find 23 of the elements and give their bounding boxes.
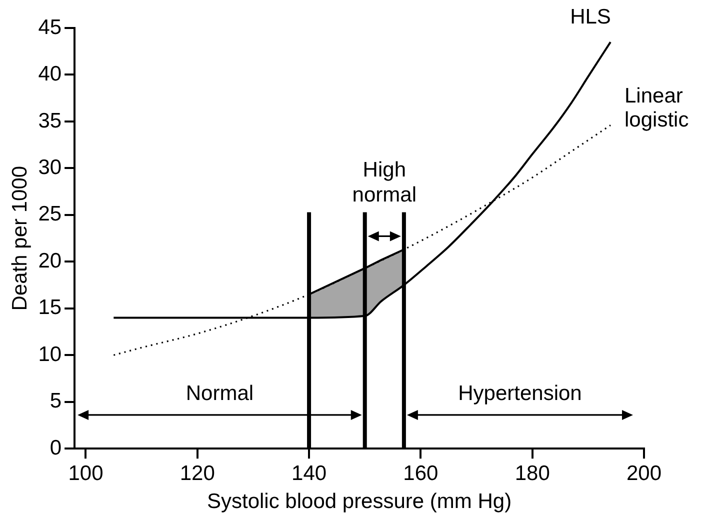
y-axis-title: Death per 1000 xyxy=(8,166,32,311)
y-tick-label: 35 xyxy=(38,109,62,132)
y-tick-label: 25 xyxy=(38,202,62,226)
y-tick-label: 40 xyxy=(38,62,62,86)
series-label: HLS xyxy=(570,5,611,28)
y-tick-label: 10 xyxy=(38,342,62,366)
y-tick-label: 30 xyxy=(38,156,62,179)
x-tick-label: 120 xyxy=(180,462,215,485)
y-tick-label: 0 xyxy=(50,436,62,460)
x-tick-label: 100 xyxy=(68,462,104,485)
y-tick-label: 45 xyxy=(38,16,62,39)
x-tick-label: 160 xyxy=(403,462,438,485)
x-tick-label: 200 xyxy=(626,462,662,485)
annotation: Normal xyxy=(186,382,254,406)
y-tick-label: 15 xyxy=(38,296,62,320)
annotation: High normal xyxy=(352,158,417,207)
x-tick-label: 140 xyxy=(292,462,327,485)
x-tick-label: 180 xyxy=(514,462,550,485)
annotation: Hypertension xyxy=(458,382,582,406)
series-label: Linear logistic xyxy=(624,84,689,132)
y-tick-label: 20 xyxy=(38,249,62,272)
y-tick-label: 5 xyxy=(50,390,62,413)
x-axis-title: Systolic blood pressure (mm Hg) xyxy=(206,490,512,514)
